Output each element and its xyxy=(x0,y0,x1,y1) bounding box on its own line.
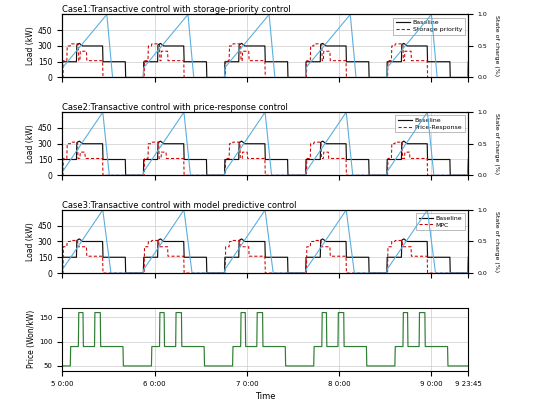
Text: Case3:Transactive control with model predictive control: Case3:Transactive control with model pre… xyxy=(62,201,296,210)
Y-axis label: State of charge (%): State of charge (%) xyxy=(493,211,499,272)
Y-axis label: Load (kW): Load (kW) xyxy=(26,27,35,66)
Legend: Baseline, Storage priority: Baseline, Storage priority xyxy=(393,18,465,35)
Y-axis label: State of charge (%): State of charge (%) xyxy=(493,113,499,174)
Text: Case2:Transactive control with price-response control: Case2:Transactive control with price-res… xyxy=(62,103,288,112)
X-axis label: Time: Time xyxy=(255,392,275,401)
Text: Case1:Transactive control with storage-priority control: Case1:Transactive control with storage-p… xyxy=(62,5,291,14)
Legend: Baseline, MPC: Baseline, MPC xyxy=(417,213,465,230)
Y-axis label: State of charge (%): State of charge (%) xyxy=(493,15,499,77)
Y-axis label: Price (Won/kW): Price (Won/kW) xyxy=(27,310,36,368)
Y-axis label: Load (kW): Load (kW) xyxy=(26,124,35,163)
Y-axis label: Load (kW): Load (kW) xyxy=(26,222,35,261)
Legend: Baseline, Price-Response: Baseline, Price-Response xyxy=(395,115,465,132)
